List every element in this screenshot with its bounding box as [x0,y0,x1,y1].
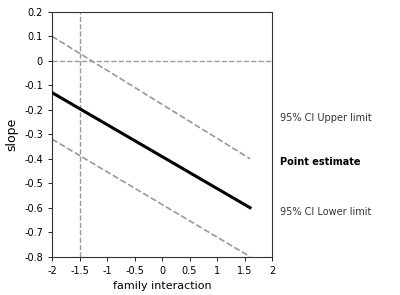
Text: 95% CI Lower limit: 95% CI Lower limit [280,207,371,217]
Text: Point estimate: Point estimate [280,157,360,167]
Text: 95% CI Upper limit: 95% CI Upper limit [280,113,372,123]
Y-axis label: slope: slope [6,118,18,151]
X-axis label: family interaction: family interaction [113,281,211,291]
